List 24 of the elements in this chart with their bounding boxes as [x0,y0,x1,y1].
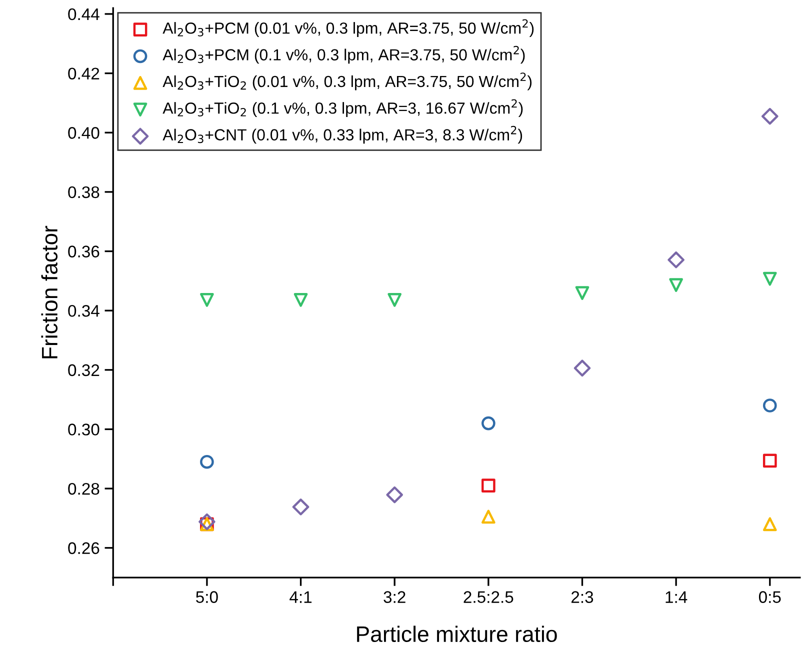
legend-label: Al$_{2}$O$_{3}$+CNT (0.01 v%, 0.33 lpm, AR=3, 8.3 W/cm$^{2}$) [162,126,522,144]
y-tick-label: 0.44 [68,8,100,20]
x-tick-label: 4:1 [290,591,312,603]
x-tick-label: 5:0 [196,591,218,603]
y-tick-label: 0.28 [68,482,100,495]
y-tick-label: 0.38 [68,186,100,198]
y-tick-label: 0.26 [68,542,100,554]
x-tick-label: 2:3 [572,591,594,603]
x-tick-label: 2.5:2.5 [464,591,514,603]
y-tick-label: 0.36 [68,246,100,258]
y-tick-label: 0.42 [68,68,100,80]
y-tick-label: 0.30 [68,424,100,436]
y-tick-label: 0.32 [68,364,100,376]
legend-label: Al$_{2}$O$_{3}$+PCM (0.01 v%, 0.3 lpm, AR=3.75, 50 W/cm$^{2}$) [162,19,534,37]
legend-label: Al$_{2}$O$_{3}$+PCM (0.1 v%, 0.3 lpm, AR=3.75, 50 W/cm$^{2}$) [162,46,525,64]
x-tick-label: 3:2 [384,591,406,603]
x-tick-label: 0:5 [758,591,781,603]
y-axis-title: Friction factor [41,226,58,358]
x-axis-title: Particle mixture ratio [357,626,557,642]
text: Al$_{2}$O$_{3}$+TiO$_{2}$ (0.1 v%, 0.3 lpm, AR=3, 16.67 W/cm$^{2}$) [162,99,523,117]
y-tick-label: 0.34 [68,304,100,317]
text: Al$_{2}$O$_{3}$+TiO$_{2}$ (0.01 v%, 0.3 lpm, AR=3.75, 50 W/cm$^{2}$) [162,72,532,90]
x-tick-label: 1:4 [666,591,688,603]
y-tick-label: 0.40 [68,127,100,139]
